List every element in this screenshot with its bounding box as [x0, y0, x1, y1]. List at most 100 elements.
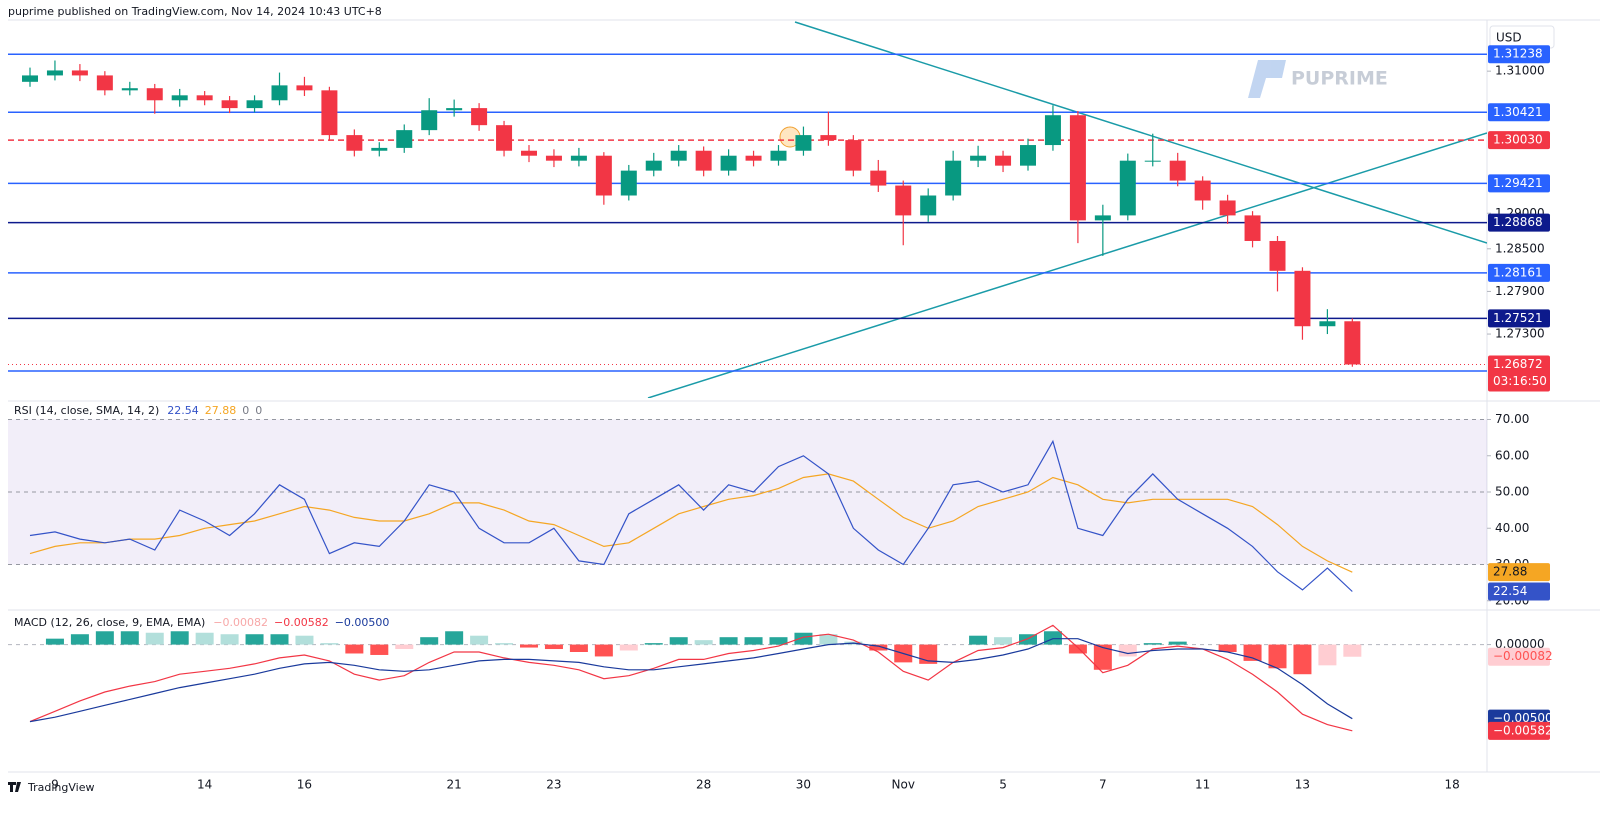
level-label-box [1488, 263, 1550, 282]
candle-body [221, 100, 238, 109]
indicator-value: −0.00582 [274, 616, 329, 629]
indicator-value: 0 [242, 404, 249, 417]
histogram-bar [220, 634, 239, 645]
x-tick-label: 23 [546, 778, 561, 792]
histogram-bar [295, 635, 314, 645]
candle-body [845, 140, 862, 171]
histogram-bar [719, 637, 738, 645]
last-value: 27.88 [1493, 565, 1527, 579]
y-tick-label: 60.00 [1495, 448, 1529, 462]
histogram-bar [245, 634, 264, 645]
candle-body [620, 170, 637, 196]
histogram-bar [1168, 641, 1187, 645]
candle-body [570, 155, 587, 161]
footer-brand: TradingView [27, 781, 94, 794]
level-label: 1.30030 [1493, 133, 1543, 147]
candle-body [1169, 160, 1186, 181]
histogram-bar [644, 643, 663, 645]
price-label: 1.26872 [1493, 357, 1543, 371]
x-tick-label: 18 [1445, 778, 1460, 792]
histogram-bar [1143, 643, 1162, 645]
footer-logo: TradingView [8, 781, 94, 794]
candle-body [870, 170, 887, 186]
x-tick-label: 28 [696, 778, 711, 792]
histogram-bar [45, 638, 64, 645]
histogram-bar [619, 644, 638, 651]
watermark: PUPRIME [1248, 60, 1388, 98]
histogram-bar [170, 631, 189, 645]
candle-body [121, 88, 138, 91]
candle-body [146, 88, 163, 101]
countdown: 03:16:50 [1493, 374, 1547, 388]
level-label-box [1488, 131, 1550, 150]
last-value: 22.54 [1493, 584, 1527, 598]
last-value-box [1488, 582, 1550, 601]
level-label: 1.30421 [1493, 105, 1543, 119]
candle-body [446, 108, 463, 111]
histogram-bar [1268, 644, 1287, 669]
indicator-params: RSI (14, close, SMA, 14, 2) [14, 404, 159, 417]
candle-body [1020, 145, 1036, 166]
logo-text: PUPRIME [1291, 68, 1388, 90]
last-value-box [1488, 647, 1550, 666]
histogram-bar [544, 644, 563, 650]
x-tick-label: 5 [999, 778, 1007, 792]
histogram-bar [869, 644, 888, 651]
candle-body [1119, 160, 1136, 216]
x-tick-label: 21 [447, 778, 462, 792]
candle-body [371, 147, 388, 151]
histogram-bar [120, 631, 139, 645]
x-tick-label: 30 [796, 778, 811, 792]
tv-icon [8, 782, 21, 792]
histogram-bar [145, 632, 164, 645]
candle-body [1294, 270, 1311, 327]
indicator-value: 22.54 [167, 404, 199, 417]
candle-body [171, 95, 188, 101]
histogram-bar [744, 637, 763, 645]
histogram-bar [969, 635, 988, 645]
histogram-bar [1293, 644, 1312, 675]
level-label: 1.29421 [1493, 176, 1543, 190]
histogram-bar [669, 637, 688, 645]
histogram-bar [495, 643, 514, 645]
candle-body [1269, 240, 1286, 271]
candle-body [895, 185, 912, 216]
histogram-bar [370, 644, 389, 655]
logo-mark [1248, 60, 1286, 98]
candle-body [46, 70, 63, 76]
level-label-box [1488, 213, 1550, 232]
x-tick-label: 13 [1295, 778, 1310, 792]
indicator-value: 0 [255, 404, 262, 417]
histogram-bar [1093, 644, 1112, 670]
candle-body [1344, 321, 1361, 365]
trend-line [647, 132, 1487, 398]
x-tick-label: 11 [1195, 778, 1210, 792]
histogram-bar [95, 631, 114, 645]
last-value: −0.00500 [1493, 711, 1553, 725]
rsi-line [29, 473, 1353, 573]
candle-body [471, 108, 488, 126]
last-value-box [1488, 563, 1550, 582]
candle-body [1219, 200, 1236, 216]
histogram-bar [520, 644, 538, 648]
candle-body [496, 125, 513, 151]
x-tick-label: 7 [1099, 778, 1107, 792]
histogram-bar [420, 637, 439, 645]
x-tick-label: 16 [297, 778, 312, 792]
candle-body [421, 110, 438, 131]
candle-body [1044, 115, 1061, 146]
candle-body [1069, 115, 1086, 221]
histogram-bar [270, 634, 289, 645]
histogram-bar [769, 637, 788, 645]
candle-body [246, 100, 263, 109]
indicator-value: 27.88 [205, 404, 237, 417]
histogram-bar [70, 634, 89, 645]
candle-body [196, 95, 213, 101]
candle-body [1144, 160, 1161, 162]
candle-body [1319, 321, 1336, 327]
candle-body [995, 155, 1012, 166]
candle-body [695, 150, 712, 171]
candle-body [795, 135, 812, 151]
